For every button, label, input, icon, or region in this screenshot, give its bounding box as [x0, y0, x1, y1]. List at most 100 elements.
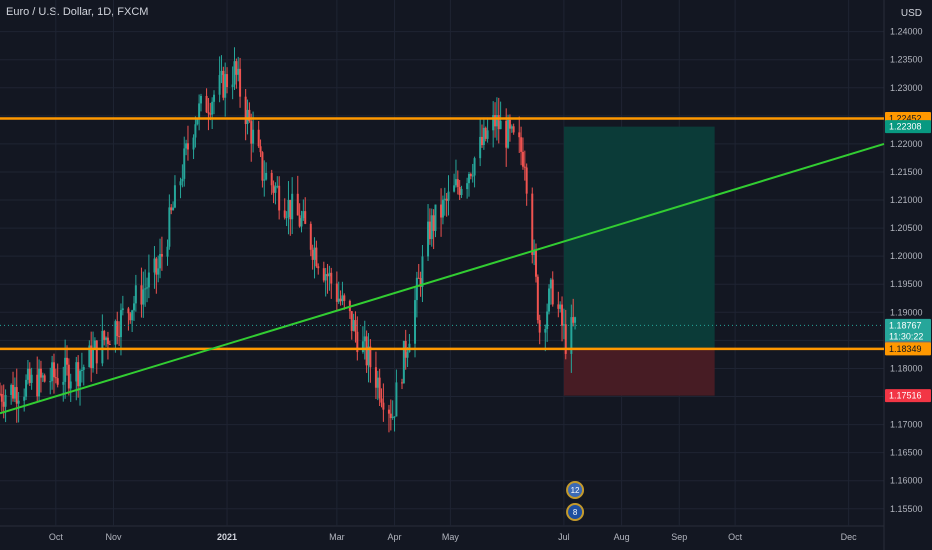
candle-body: [378, 377, 381, 399]
price-badges: 1.224521.223081.1876711:30:221.183681.18…: [885, 112, 931, 403]
candle-body: [538, 320, 541, 333]
candle-body: [26, 368, 29, 380]
candle-body: [531, 193, 534, 255]
candle-body: [10, 384, 13, 395]
candle-body: [25, 379, 28, 397]
candle-body: [453, 185, 456, 192]
candle-body: [237, 68, 240, 75]
candle-body: [520, 137, 523, 152]
candle-body: [389, 413, 392, 419]
candle-body: [402, 340, 405, 384]
x-tick-label: Oct: [728, 532, 743, 542]
price-badge: [885, 120, 931, 134]
x-tick-label: Oct: [49, 532, 64, 542]
candle-body: [495, 115, 498, 127]
candle-body: [525, 167, 528, 194]
candle-body: [75, 362, 78, 382]
candle-body: [341, 295, 344, 302]
candle-body: [168, 207, 171, 247]
candle-body: [507, 119, 510, 148]
price-badge-label: 1.18767: [889, 320, 922, 330]
candle-body: [322, 268, 325, 281]
time-axis[interactable]: Oct Nov 2021 Mar Apr May Jul Aug Sep Oct Dec: [49, 532, 857, 542]
candle-body: [376, 377, 379, 388]
price-badge-label: 1.22308: [889, 122, 922, 132]
candle-body: [456, 179, 459, 188]
candle-body: [387, 409, 390, 414]
candle-body: [510, 126, 513, 129]
candle-body: [427, 221, 430, 257]
candle-body: [283, 210, 286, 218]
candle-body: [211, 101, 214, 115]
candle-body: [313, 247, 316, 260]
candle-body: [23, 396, 26, 401]
candle-body: [549, 279, 552, 289]
candle-body: [257, 129, 260, 147]
candle-body: [13, 387, 16, 399]
drawn-lines: [0, 117, 885, 415]
candle-body: [324, 274, 327, 281]
chart-title: Euro / U.S. Dollar, 1D, FXCM: [6, 6, 149, 18]
y-tick-label: 1.19500: [890, 279, 923, 289]
candle-body: [315, 247, 318, 267]
x-tick-label: Aug: [614, 532, 630, 542]
candle-body: [105, 337, 108, 340]
candle-body: [482, 127, 485, 145]
candle-body: [52, 362, 55, 378]
candle-body: [28, 368, 31, 383]
candle-body: [469, 174, 472, 177]
candle-body: [484, 127, 487, 139]
candle-body: [536, 276, 539, 321]
price-badge-label: 1.22452: [889, 114, 922, 124]
candle-body: [361, 341, 364, 353]
candle-body: [309, 223, 312, 250]
candle-body: [205, 95, 208, 113]
price-badge: [885, 342, 931, 356]
position-zones: [563, 126, 715, 396]
candle-body: [265, 172, 268, 180]
candle-body: [157, 268, 160, 275]
candle-body: [181, 178, 184, 182]
candle-body: [289, 199, 292, 220]
candle-body: [285, 217, 288, 219]
y-tick-label: 1.17000: [890, 420, 923, 430]
candle-body: [116, 321, 119, 337]
candle-body: [146, 287, 149, 289]
candle-body: [367, 346, 370, 366]
candle-body: [454, 179, 457, 186]
candle-body: [492, 115, 495, 131]
x-tick-label: Nov: [106, 532, 123, 542]
candle-body: [335, 283, 338, 302]
candle-body: [298, 215, 301, 227]
candle-body: [64, 357, 67, 382]
candle-body: [499, 120, 502, 130]
eu-flag-icon: [566, 503, 585, 521]
candle-body: [533, 250, 536, 255]
candle-body: [534, 250, 537, 277]
grid: [0, 0, 885, 550]
candle-body: [523, 166, 526, 168]
candle-body: [467, 174, 470, 184]
price-badge-label: 1.18349: [889, 344, 922, 354]
candle-body: [270, 172, 273, 186]
candle-body: [132, 303, 135, 311]
candle-body: [352, 320, 355, 331]
candle-body: [90, 345, 93, 369]
y-tick-label: 1.23500: [890, 55, 923, 65]
currency-label: USD: [900, 8, 922, 19]
candle-body: [497, 115, 500, 130]
candle-body: [337, 298, 340, 302]
candle-body: [417, 277, 420, 279]
candle-body: [574, 317, 577, 323]
price-axis[interactable]: 1.240001.235001.230001.225001.220001.215…: [890, 27, 923, 514]
y-tick-label: 1.20500: [890, 223, 923, 233]
event-markers[interactable]: 12 8: [566, 481, 585, 521]
candle-body: [224, 74, 227, 98]
candle-body: [185, 143, 188, 149]
candle-body: [440, 204, 443, 218]
candle-body: [62, 381, 65, 385]
candle-body: [198, 103, 201, 120]
candle-body: [300, 218, 303, 227]
candle-body: [213, 94, 216, 102]
